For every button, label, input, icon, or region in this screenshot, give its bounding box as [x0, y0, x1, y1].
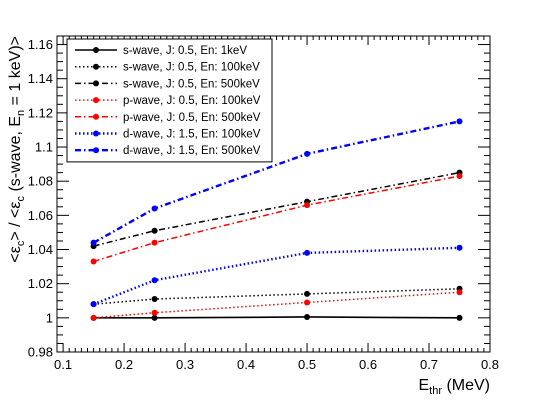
y-tick-label: 1.04: [28, 242, 53, 257]
legend-marker: [93, 97, 99, 104]
series-line: [93, 175, 460, 263]
data-point: [151, 205, 158, 212]
data-point: [304, 290, 311, 297]
x-axis-title: Ethr (MeV): [418, 377, 490, 397]
series-line: [93, 288, 460, 305]
axis-ticks: 0.1 0.2 0.3 0.4 0.5 0.6 0.7 0.8 0.98 1 1.02 1.04 1.0…: [28, 35, 499, 372]
plot-frame: [56, 35, 491, 353]
data-point: [456, 118, 463, 125]
y-axis-title-s1: c: [15, 240, 27, 246]
legend-label: d-wave, J: 1.5, En: 500keV: [123, 145, 261, 157]
y-tick-label: 1.02: [28, 276, 53, 291]
data-point: [151, 239, 158, 246]
series-1: [90, 313, 463, 321]
x-tick-label: 0.1: [54, 357, 72, 372]
y-axis-title-p3: (s-wave, E: [7, 116, 24, 196]
legend-label: p-wave, J: 0.5, En: 500keV: [123, 112, 261, 124]
x-tick-label: 0.8: [481, 357, 499, 372]
x-axis-title-base: E: [418, 377, 429, 394]
legend-marker: [93, 147, 99, 154]
data-point: [90, 314, 97, 321]
series-5: [90, 173, 463, 265]
series-6: [90, 244, 463, 308]
series-group: [90, 118, 463, 321]
x-tick-label: 0.7: [420, 357, 438, 372]
legend-label: d-wave, J: 1.5, En: 100keV: [123, 129, 261, 141]
x-axis-title-sub: thr: [429, 385, 442, 397]
data-point: [456, 244, 463, 251]
data-point: [304, 249, 311, 256]
series-2: [90, 285, 463, 308]
data-point: [304, 299, 311, 306]
y-axis-title-p1: <ε: [7, 246, 24, 262]
series-line: [93, 120, 460, 244]
y-axis-title-s3: n: [15, 110, 27, 116]
data-point: [151, 277, 158, 284]
legend-label: s-wave, J: 0.5, En: 500keV: [123, 78, 260, 90]
data-point: [151, 309, 158, 316]
series-3: [90, 169, 463, 250]
x-tick-label: 0.5: [298, 357, 316, 372]
y-axis-title-p2: > / <ε: [7, 201, 24, 240]
legend: s-wave, J: 0.5, En: 1keV s-wave, J: 0.5, …: [66, 38, 273, 163]
series-line: [93, 291, 460, 319]
x-axis-title-rest: (MeV): [442, 377, 490, 394]
data-point: [151, 296, 158, 303]
legend-box: [66, 38, 273, 163]
series-4: [90, 289, 463, 321]
x-tick-label: 0.6: [359, 357, 377, 372]
x-tick-label: 0.4: [237, 357, 255, 372]
data-point: [151, 227, 158, 234]
y-tick-label: 0.98: [28, 345, 53, 360]
y-tick-label: 1.08: [28, 174, 53, 189]
data-point: [90, 239, 97, 246]
series-line: [93, 246, 460, 306]
data-point: [304, 313, 311, 320]
legend-marker: [93, 47, 99, 53]
legend-label: p-wave, J: 0.5, En: 100keV: [123, 95, 261, 107]
legend-marker: [93, 113, 99, 120]
legend-marker: [93, 63, 99, 70]
legend-label: s-wave, J: 0.5, En: 100keV: [123, 62, 260, 74]
series-line: [93, 316, 460, 319]
y-axis-title: <εc> / <εc (s-wave, En = 1 keV)>: [7, 36, 27, 263]
data-point: [456, 173, 463, 180]
y-tick-label: 1.12: [28, 105, 53, 120]
y-axis-title-p4: = 1 keV)>: [7, 36, 24, 110]
x-tick-label: 0.3: [176, 357, 194, 372]
data-point: [90, 301, 97, 308]
y-tick-label: 1: [46, 310, 53, 325]
x-tick-label: 0.2: [115, 357, 133, 372]
legend-marker: [93, 130, 99, 137]
data-point: [456, 314, 463, 321]
y-axis-title-s2: c: [15, 195, 27, 201]
y-tick-label: 1.16: [28, 37, 53, 52]
y-tick-label: 1.14: [28, 71, 53, 86]
data-point: [151, 314, 158, 321]
y-tick-label: 1.1: [35, 140, 53, 155]
data-point: [304, 202, 311, 209]
legend-label: s-wave, J: 0.5, En: 1keV: [123, 45, 247, 57]
legend-marker: [93, 80, 99, 87]
series-7: [90, 118, 463, 246]
data-point: [456, 289, 463, 296]
data-point: [304, 150, 311, 157]
data-point: [90, 258, 97, 265]
y-tick-label: 1.06: [28, 208, 53, 223]
series-line: [93, 171, 460, 247]
